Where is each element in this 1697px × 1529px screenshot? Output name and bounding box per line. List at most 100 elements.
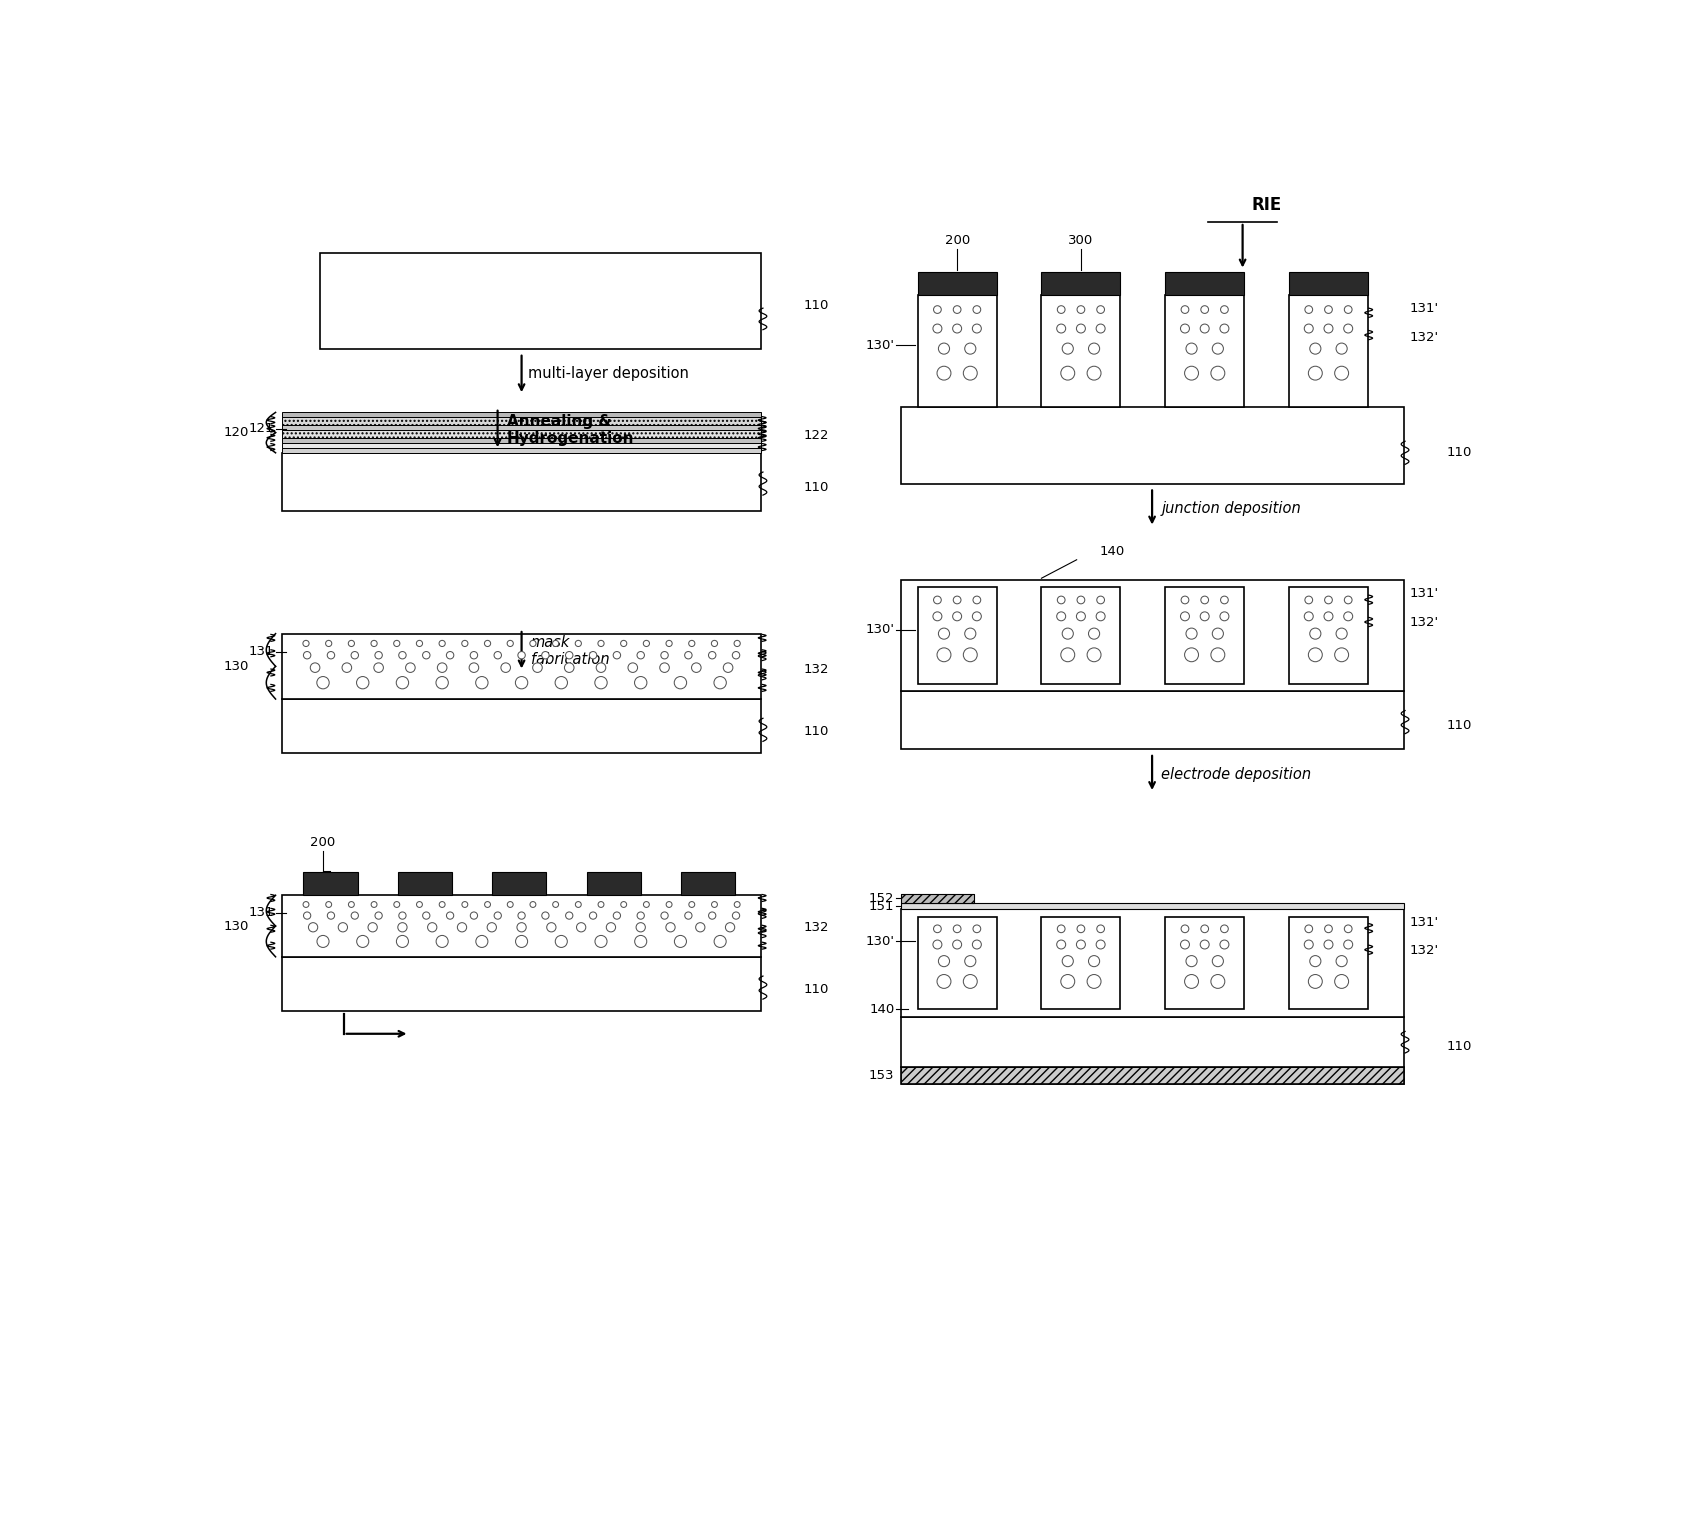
Circle shape — [1062, 342, 1073, 355]
Circle shape — [1186, 342, 1196, 355]
Bar — [282, 448, 762, 453]
Circle shape — [440, 902, 445, 907]
Circle shape — [553, 641, 558, 647]
Circle shape — [555, 676, 567, 690]
Circle shape — [964, 628, 976, 639]
Circle shape — [1220, 925, 1229, 933]
Circle shape — [972, 324, 981, 333]
Text: 110: 110 — [804, 725, 830, 739]
Circle shape — [343, 664, 351, 673]
Circle shape — [708, 651, 716, 659]
Circle shape — [952, 940, 962, 950]
Circle shape — [1201, 306, 1208, 313]
Circle shape — [397, 936, 409, 948]
Circle shape — [1344, 306, 1353, 313]
Bar — [282, 699, 762, 752]
Circle shape — [1201, 925, 1208, 933]
Circle shape — [596, 676, 608, 690]
Text: 200: 200 — [945, 234, 969, 248]
Circle shape — [952, 324, 962, 333]
Circle shape — [416, 902, 423, 907]
Circle shape — [1220, 324, 1229, 333]
Bar — [1290, 272, 1368, 295]
Circle shape — [423, 651, 429, 659]
Circle shape — [933, 612, 942, 621]
Circle shape — [462, 902, 468, 907]
Circle shape — [372, 641, 377, 647]
Circle shape — [518, 651, 526, 659]
Circle shape — [577, 922, 585, 931]
Circle shape — [475, 936, 489, 948]
Circle shape — [628, 664, 638, 673]
Circle shape — [735, 902, 740, 907]
Circle shape — [1344, 596, 1353, 604]
Circle shape — [423, 911, 429, 919]
Circle shape — [304, 911, 311, 919]
Circle shape — [674, 676, 687, 690]
Circle shape — [954, 925, 961, 933]
Circle shape — [709, 911, 716, 919]
Circle shape — [1096, 306, 1105, 313]
Circle shape — [1310, 956, 1320, 966]
Bar — [282, 430, 762, 437]
Bar — [1042, 917, 1120, 1009]
Circle shape — [1220, 940, 1229, 950]
Circle shape — [1220, 306, 1229, 313]
Circle shape — [1088, 367, 1101, 381]
Circle shape — [518, 911, 524, 919]
Text: mask: mask — [531, 636, 570, 650]
Circle shape — [1088, 628, 1100, 639]
Circle shape — [475, 676, 489, 690]
Circle shape — [1057, 324, 1066, 333]
Circle shape — [1061, 367, 1074, 381]
Circle shape — [711, 902, 718, 907]
Text: 132': 132' — [1410, 330, 1439, 344]
Circle shape — [416, 641, 423, 647]
Circle shape — [399, 911, 406, 919]
Circle shape — [328, 911, 334, 919]
Text: junction deposition: junction deposition — [1161, 502, 1302, 517]
Circle shape — [1344, 940, 1353, 950]
Circle shape — [933, 306, 942, 313]
Circle shape — [972, 596, 981, 604]
Circle shape — [394, 641, 400, 647]
Circle shape — [684, 651, 692, 659]
Text: 130: 130 — [224, 919, 249, 933]
Circle shape — [938, 628, 950, 639]
Circle shape — [954, 596, 961, 604]
Circle shape — [1078, 306, 1084, 313]
Bar — [901, 894, 974, 904]
Circle shape — [596, 664, 606, 673]
Circle shape — [938, 956, 950, 966]
Circle shape — [553, 902, 558, 907]
Text: 131': 131' — [1410, 301, 1439, 315]
Circle shape — [635, 676, 647, 690]
Circle shape — [643, 902, 650, 907]
Circle shape — [636, 911, 645, 919]
Circle shape — [1200, 612, 1210, 621]
Circle shape — [1212, 974, 1225, 988]
Circle shape — [1061, 974, 1074, 988]
Circle shape — [667, 902, 672, 907]
Circle shape — [546, 922, 557, 931]
Circle shape — [436, 676, 448, 690]
Circle shape — [533, 664, 543, 673]
Circle shape — [665, 641, 672, 647]
Circle shape — [1201, 596, 1208, 604]
Circle shape — [304, 902, 309, 907]
Circle shape — [372, 902, 377, 907]
Circle shape — [1062, 628, 1073, 639]
Text: 130: 130 — [224, 661, 249, 673]
Circle shape — [1096, 925, 1105, 933]
Circle shape — [696, 922, 704, 931]
Circle shape — [972, 306, 981, 313]
Circle shape — [565, 911, 574, 919]
Circle shape — [1078, 596, 1084, 604]
Circle shape — [485, 902, 490, 907]
Text: 130': 130' — [865, 339, 894, 352]
Circle shape — [397, 676, 409, 690]
Circle shape — [326, 902, 331, 907]
Circle shape — [972, 612, 981, 621]
Bar — [1290, 587, 1368, 683]
Circle shape — [1078, 925, 1084, 933]
